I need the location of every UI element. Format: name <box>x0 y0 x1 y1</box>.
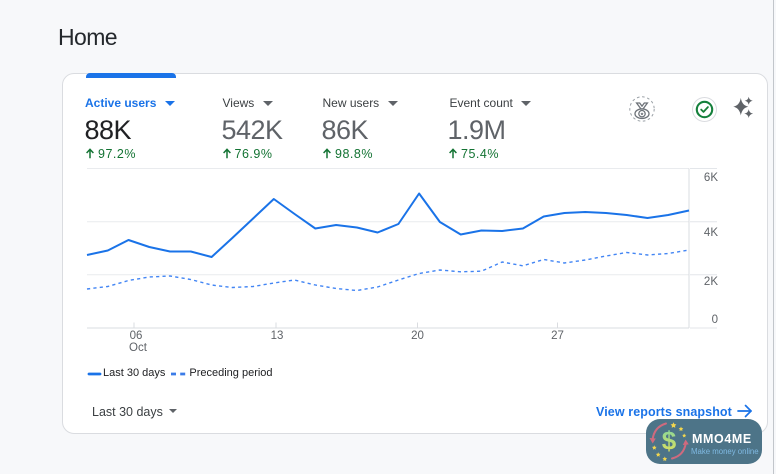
svg-text:Oct: Oct <box>129 342 148 354</box>
svg-text:4K: 4K <box>704 227 718 239</box>
svg-text:6K: 6K <box>704 172 718 184</box>
svg-text:13: 13 <box>271 330 284 342</box>
svg-text:27: 27 <box>551 330 564 342</box>
svg-text:$: $ <box>662 426 677 456</box>
svg-text:0: 0 <box>712 314 718 326</box>
svg-text:06: 06 <box>130 330 143 342</box>
svg-text:20: 20 <box>411 330 424 342</box>
svg-text:2K: 2K <box>704 276 718 288</box>
